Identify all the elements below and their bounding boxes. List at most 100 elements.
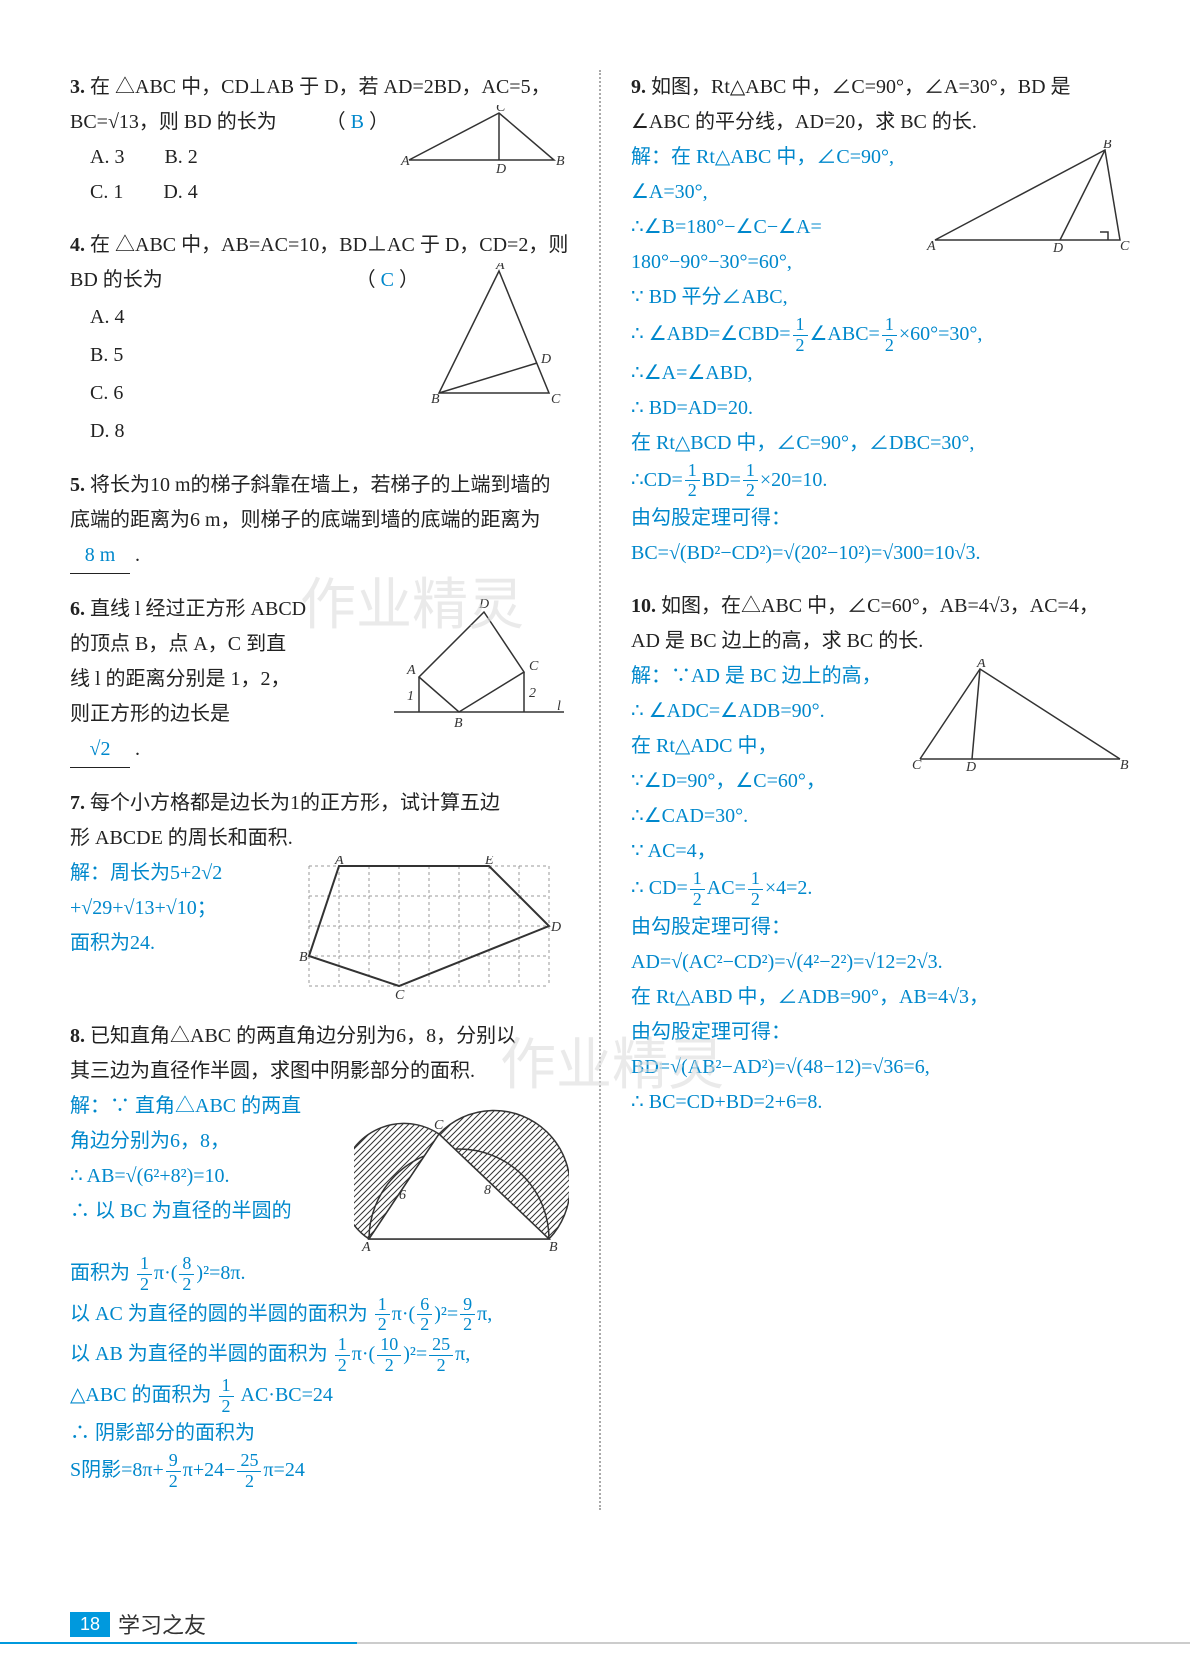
solution-line: BD=√(AB²−AD²)=√(48−12)=√36=6, xyxy=(631,1050,1130,1085)
solution-line: 解：∵AD 是 BC 边上的高， xyxy=(631,659,900,694)
svg-text:8: 8 xyxy=(484,1183,491,1198)
svg-text:l: l xyxy=(557,699,561,714)
problem-7: 7. 每个小方格都是边长为1的正方形，试计算五边 形 ABCDE 的周长和面积.… xyxy=(70,786,569,1001)
problem-4: 4. 在 △ABC 中，AB=AC=10，BD⊥AC 于 D，CD=2，则 BD… xyxy=(70,228,569,450)
option-c: C. 1 xyxy=(90,175,123,210)
solution-line: 在 Rt△ABD 中，∠ADB=90°，AB=4√3， xyxy=(631,980,1130,1015)
solution-line: ∴ CD=12AC=12×4=2. xyxy=(631,869,1130,910)
column-divider xyxy=(599,70,601,1510)
svg-text:A: A xyxy=(361,1240,371,1254)
left-column: 3. 在 △ABC 中，CD⊥AB 于 D，若 AD=2BD，AC=5， BC=… xyxy=(70,70,569,1510)
svg-text:E: E xyxy=(484,856,494,868)
right-column: 9. 如图，Rt△ABC 中，∠C=90°，∠A=30°，BD 是 ∠ABC 的… xyxy=(631,70,1130,1510)
footer-title: 学习之友 xyxy=(118,1608,206,1640)
svg-text:A: A xyxy=(926,239,936,254)
svg-text:C: C xyxy=(496,105,506,115)
solution-line: BC=√(BD²−CD²)=√(20²−10²)=√300=10√3. xyxy=(631,536,1130,571)
diagram-q10: A C D B xyxy=(910,659,1130,774)
option-a: A. 3 xyxy=(90,140,124,175)
option-d: D. 4 xyxy=(163,175,197,210)
prob-num: 4. xyxy=(70,234,85,256)
solution-line: 解：∵ 直角△ABC 的两直 xyxy=(70,1089,344,1124)
option-b: B. 5 xyxy=(90,336,419,374)
prob-text: BC=√13，则 BD 的长为 xyxy=(70,111,277,133)
prob-num: 10. xyxy=(631,595,656,617)
prob-num: 3. xyxy=(70,76,85,98)
solution-line: ∴ ∠ADC=∠ADB=90°. xyxy=(631,694,900,729)
solution-line: 角边分别为6，8， xyxy=(70,1124,344,1159)
blank-answer: 8 m xyxy=(70,538,130,574)
svg-text:A: A xyxy=(400,154,410,169)
solution-line: 由勾股定理可得： xyxy=(631,910,1130,945)
problem-5: 5. 将长为10 m的梯子斜靠在墙上，若梯子的上端到墙的底端的距离为6 m，则梯… xyxy=(70,468,569,574)
solution-line: ∴ AB=√(6²+8²)=10. xyxy=(70,1159,344,1194)
svg-text:A: A xyxy=(406,663,416,678)
footer: 18 学习之友 xyxy=(70,1608,206,1640)
svg-text:A: A xyxy=(495,263,505,273)
solution-line: 解：在 Rt△ABC 中，∠C=90°, xyxy=(631,140,915,175)
tail: . xyxy=(135,738,140,760)
solution-line: 解：周长为5+2√2 xyxy=(70,856,289,891)
diagram-q9: A B C D xyxy=(925,140,1130,255)
prob-text: 如图，在△ABC 中，∠C=60°，AB=4√3，AC=4， xyxy=(661,595,1099,617)
svg-text:D: D xyxy=(478,597,489,612)
svg-text:1: 1 xyxy=(407,689,414,704)
prob-text: 已知直角△ABC 的两直角边分别为6，8，分别以 xyxy=(90,1025,516,1047)
svg-text:D: D xyxy=(965,760,976,774)
svg-text:6: 6 xyxy=(399,1188,406,1203)
prob-text: 线 l 的距离分别是 1，2， xyxy=(70,662,379,697)
solution-line: ∴CD=12BD=12×20=10. xyxy=(631,461,1130,502)
problem-9: 9. 如图，Rt△ABC 中，∠C=90°，∠A=30°，BD 是 ∠ABC 的… xyxy=(631,70,1130,571)
svg-text:B: B xyxy=(549,1240,558,1254)
solution-line: ∴ ∠ABD=∠CBD=12∠ABC=12×60°=30°, xyxy=(631,315,1130,356)
solution-line: 以 AB 为直径的半圆的面积为 12π·(102)²=252π, xyxy=(70,1335,569,1376)
svg-text:A: A xyxy=(334,856,344,868)
prob-text: AD 是 BC 边上的高，求 BC 的长. xyxy=(631,624,1130,659)
prob-text: 的顶点 B，点 A，C 到直 xyxy=(70,627,379,662)
answer: B xyxy=(351,111,364,133)
diagram-q6: A B C D l 1 2 xyxy=(389,592,569,742)
svg-text:A: A xyxy=(976,659,986,671)
prob-num: 7. xyxy=(70,792,85,814)
prob-text: 如图，Rt△ABC 中，∠C=90°，∠A=30°，BD 是 xyxy=(651,76,1071,98)
prob-text: 则正方形的边长是 xyxy=(70,697,379,732)
solution-line: 面积为 12π·(82)²=8π. xyxy=(70,1254,569,1295)
svg-text:2: 2 xyxy=(529,686,536,701)
option-b: B. 2 xyxy=(164,140,197,175)
svg-text:B: B xyxy=(556,154,565,169)
solution-line: ∴∠CAD=30°. xyxy=(631,799,900,834)
svg-text:B: B xyxy=(1120,758,1129,773)
solution-line: 面积为24. xyxy=(70,926,289,961)
svg-text:C: C xyxy=(551,392,561,407)
solution-line: ∴ 阴影部分的面积为 xyxy=(70,1416,569,1451)
solution-line: 以 AC 为直径的圆的半圆的面积为 12π·(62)²=92π, xyxy=(70,1295,569,1336)
solution-line: ∵∠D=90°，∠C=60°， xyxy=(631,764,900,799)
prob-num: 5. xyxy=(70,474,85,496)
solution-line: 由勾股定理可得： xyxy=(631,1015,1130,1050)
solution-line: 由勾股定理可得： xyxy=(631,501,1130,536)
diagram-q8: A B C 6 8 xyxy=(354,1089,569,1254)
tail: . xyxy=(135,544,140,566)
problem-3: 3. 在 △ABC 中，CD⊥AB 于 D，若 AD=2BD，AC=5， BC=… xyxy=(70,70,569,210)
prob-text: ∠ABC 的平分线，AD=20，求 BC 的长. xyxy=(631,105,1130,140)
prob-num: 6. xyxy=(70,598,85,620)
prob-text: 在 △ABC 中，AB=AC=10，BD⊥AC 于 D，CD=2，则 xyxy=(90,234,568,256)
solution-line: 在 Rt△ADC 中， xyxy=(631,729,900,764)
svg-text:D: D xyxy=(540,352,551,367)
problem-6: 6. 直线 l 经过正方形 ABCD 的顶点 B，点 A，C 到直 线 l 的距… xyxy=(70,592,569,768)
page-number: 18 xyxy=(70,1612,110,1637)
svg-text:C: C xyxy=(912,758,922,773)
solution-line: △ABC 的面积为 12 AC·BC=24 xyxy=(70,1376,569,1417)
prob-text: 每个小方格都是边长为1的正方形，试计算五边 xyxy=(90,792,500,814)
page-content: 3. 在 △ABC 中，CD⊥AB 于 D，若 AD=2BD，AC=5， BC=… xyxy=(70,70,1130,1510)
solution-line: S阴影=8π+92π+24−252π=24 xyxy=(70,1451,569,1492)
prob-text: 形 ABCDE 的周长和面积. xyxy=(70,821,569,856)
solution-line: ∴ 以 BC 为直径的半圆的 xyxy=(70,1194,344,1229)
solution-line: AD=√(AC²−CD²)=√(4²−2²)=√12=2√3. xyxy=(631,945,1130,980)
prob-num: 8. xyxy=(70,1025,85,1047)
blank-answer: √2 xyxy=(70,732,130,768)
prob-text: 直线 l 经过正方形 ABCD xyxy=(90,598,306,620)
diagram-q3: A B C D xyxy=(399,105,569,175)
svg-text:D: D xyxy=(550,920,561,935)
solution-line: ∴∠A=∠ABD, xyxy=(631,356,1130,391)
